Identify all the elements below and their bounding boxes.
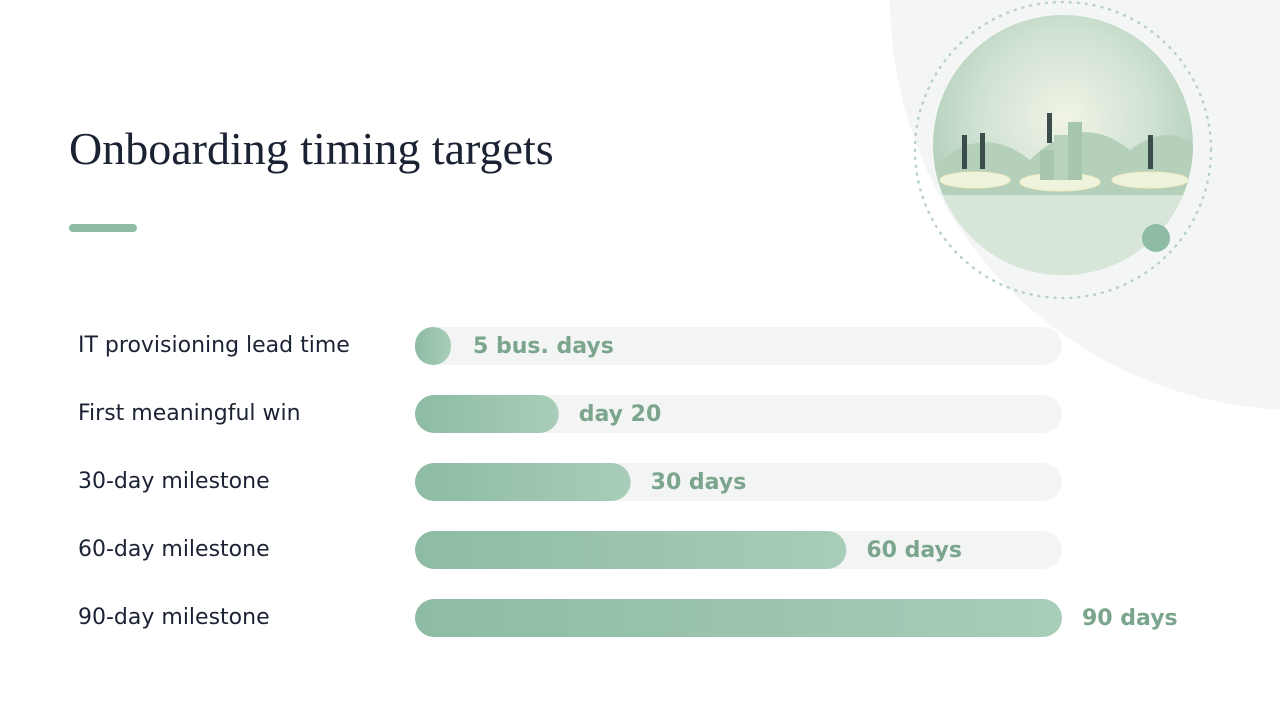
bar (415, 599, 1062, 637)
category-label: 60-day milestone (78, 537, 270, 562)
value-label: 90 days (1082, 606, 1178, 631)
value-label: day 20 (579, 402, 662, 427)
bar (415, 463, 631, 501)
category-label: 90-day milestone (78, 605, 270, 630)
accent-dot (1142, 224, 1170, 252)
dotted-ring (913, 0, 1213, 300)
bar (415, 531, 847, 569)
bar (415, 327, 451, 365)
value-label: 30 days (651, 470, 747, 495)
category-label: 30-day milestone (78, 469, 270, 494)
value-label: 5 bus. days (473, 334, 614, 359)
category-label: First meaningful win (78, 401, 301, 426)
bar-track (415, 327, 1062, 365)
category-label: IT provisioning lead time (78, 333, 350, 358)
value-label: 60 days (866, 538, 962, 563)
bar (415, 395, 559, 433)
chart-title: Onboarding timing targets (69, 123, 554, 174)
bar-track (415, 395, 1062, 433)
